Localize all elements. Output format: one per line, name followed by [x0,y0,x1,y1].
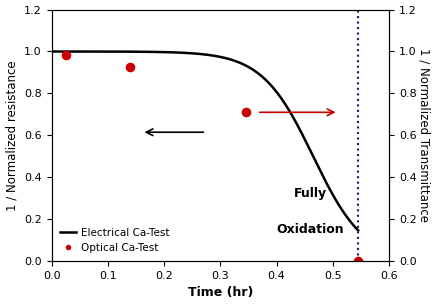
Point [354,259,361,264]
Y-axis label: 1 / Normalized Transmittance: 1 / Normalized Transmittance [417,48,430,222]
Point [62,52,69,57]
Text: Oxidation: Oxidation [276,224,344,236]
Point [127,65,134,70]
Legend: Electrical Ca-Test, Optical Ca-Test: Electrical Ca-Test, Optical Ca-Test [57,224,172,256]
X-axis label: Time (hr): Time (hr) [187,286,253,300]
Y-axis label: 1 / Normalized resistance: 1 / Normalized resistance [6,60,19,211]
Point [242,110,249,115]
Text: Fully: Fully [294,187,327,200]
